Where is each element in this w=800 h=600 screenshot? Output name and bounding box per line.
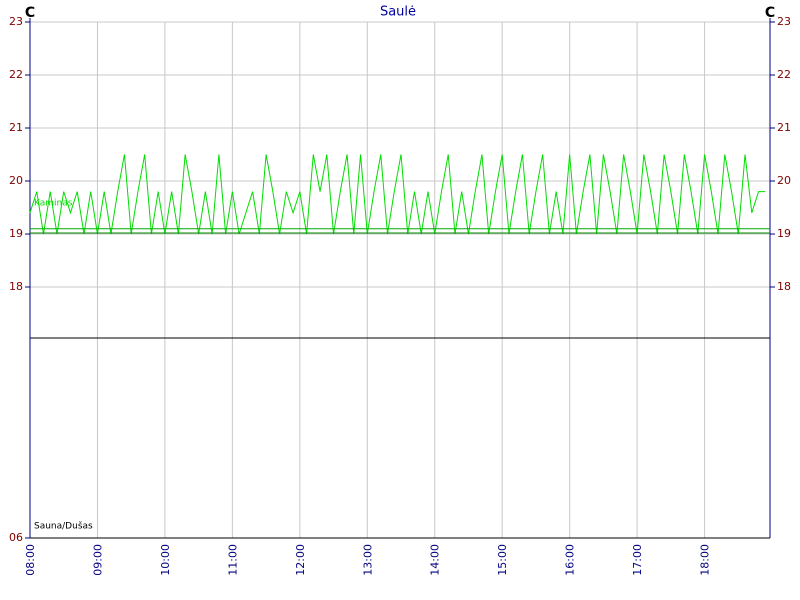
y-tick-label: 06 — [9, 531, 23, 544]
chart-title: Saulė — [380, 5, 416, 20]
x-tick-label: 17:00 — [631, 544, 644, 576]
y-tick-label-right: 19 — [777, 227, 791, 240]
series-line — [29, 154, 766, 235]
x-tick-label: 12:00 — [294, 544, 307, 576]
y-tick-label: 23 — [9, 15, 23, 28]
y-tick-label-right: 23 — [777, 15, 791, 28]
y-tick-label-right: 18 — [777, 280, 791, 293]
x-tick-label: 11:00 — [226, 544, 239, 576]
x-tick-label: 16:00 — [564, 544, 577, 576]
y-tick-label: 18 — [9, 280, 23, 293]
x-tick-label: 09:00 — [91, 544, 104, 576]
x-tick-label: 08:00 — [24, 544, 37, 576]
y-tick-label-right: 22 — [777, 68, 791, 81]
series-label: Sauna/Dušas — [34, 521, 93, 532]
y-tick-label: 20 — [9, 174, 23, 187]
x-tick-label: 18:00 — [699, 544, 712, 576]
y-tick-label: 22 — [9, 68, 23, 81]
x-tick-label: 14:00 — [429, 544, 442, 576]
y-tick-label: 21 — [9, 121, 23, 134]
x-tick-label: 10:00 — [159, 544, 172, 576]
y-axis-label-right: C — [765, 5, 775, 21]
x-tick-label: 13:00 — [361, 544, 374, 576]
series-label: Kaminas — [34, 198, 73, 208]
y-tick-label-right: 20 — [777, 174, 791, 187]
y-tick-label-right: 21 — [777, 121, 791, 134]
x-tick-label: 15:00 — [496, 544, 509, 576]
y-axis-label: C — [25, 5, 35, 21]
y-tick-label: 19 — [9, 227, 23, 240]
